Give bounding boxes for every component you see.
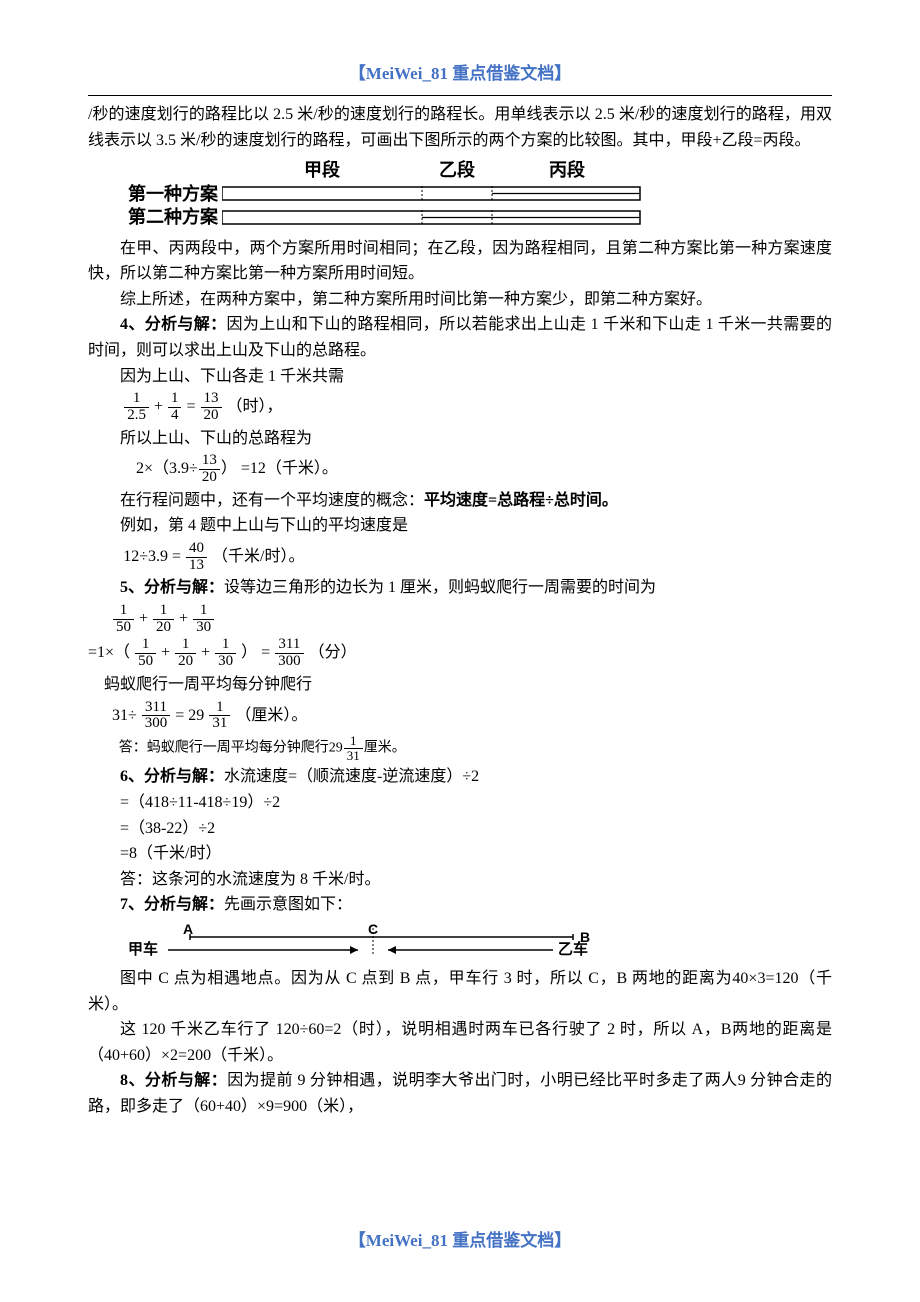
q7: 7、分析与解：先画示意图如下： [88,892,832,918]
q6: 6、分析与解：水流速度=（顺流速度-逆流速度）÷2 [88,764,832,790]
segment-labels: 甲段 乙段 丙段 [222,159,642,182]
q4-label: 4、分析与解： [120,316,226,333]
q7-p1: 图中 C 点为相遇地点。因为从 C 点到 B 点，甲车行 3 时，所以 C，B … [88,966,832,1017]
q6-label: 6、分析与解： [120,768,224,785]
q6-l2: =（38-22）÷2 [88,816,832,842]
header-rule [88,95,832,96]
q4-line1: 因为上山、下山各走 1 千米共需 [88,364,832,390]
q4-math1: 12.5 + 14 = 1320 （时）， [88,391,832,424]
q6-l3: =8（千米/时） [88,841,832,867]
q5-math2: =1×（ 150 + 120 + 130 ） = 311300 （分） [88,637,832,670]
header-watermark: 【MeiWei_81 重点借鉴文档】 [88,60,832,87]
q4-math3: 12÷3.9 = 4013 （千米/时）。 [88,541,832,574]
segment-diagram: 第一种方案 甲段 乙段 丙段 第一种方案 第二种方案 [128,159,832,229]
point-a: A [183,922,193,937]
q5-math3: 31÷ 311300 = 29 131 （厘米）。 [88,700,832,733]
scheme1-label: 第一种方案 [128,183,222,206]
car1-label: 甲车 [128,940,158,958]
q5-label: 5、分析与解： [120,579,224,596]
paragraph-intro: /秒的速度划行的路程比以 2.5 米/秒的速度划行的路程长。用单线表示以 2.5… [88,102,832,153]
q5-math1: 150 + 120 + 130 [88,603,832,636]
q6-l1: =（418÷11-418÷19）÷2 [88,790,832,816]
label-yi: 乙段 [422,159,492,182]
q5-line2: 蚂蚁爬行一周平均每分钟爬行 [88,672,832,698]
footer-watermark: 【MeiWei_81 重点借鉴文档】 [0,1227,920,1254]
q7-label: 7、分析与解： [120,896,224,913]
paragraph-2: 在甲、丙两段中，两个方案所用时间相同；在乙段，因为路程相同，且第二种方案比第一种… [88,236,832,287]
q8: 8、分析与解：因为提前 9 分钟相遇，说明李大爷出门时，小明已经比平时多走了两人… [88,1068,832,1119]
q7-p2: 这 120 千米乙车行了 120÷60=2（时），说明相遇时两车已各行驶了 2 … [88,1017,832,1068]
q4: 4、分析与解：因为上山和下山的路程相同，所以若能求出上山走 1 千米和下山走 1… [88,312,832,363]
q4-line3: 在行程问题中，还有一个平均速度的概念：平均速度=总路程÷总时间。 [88,488,832,514]
line-diagram: A C B 甲车 乙车 [128,922,832,962]
scheme2-label: 第二种方案 [128,206,222,229]
scheme2-bar [222,210,642,226]
q5-answer: 答：蚂蚁爬行一周平均每分钟爬行29131厘米。 [88,734,832,762]
q7-text: 先画示意图如下： [224,896,352,913]
q6-text: 水流速度=（顺流速度-逆流速度）÷2 [224,768,479,785]
q6-answer: 答：这条河的水流速度为 8 千米/时。 [88,867,832,893]
q4-line2: 所以上山、下山的总路程为 [88,426,832,452]
label-bing: 丙段 [492,159,642,182]
paragraph-3: 综上所述，在两种方案中，第二种方案所用时间比第一种方案少，即第二种方案好。 [88,287,832,313]
label-jia: 甲段 [222,159,422,182]
q5: 5、分析与解：设等边三角形的边长为 1 厘米，则蚂蚁爬行一周需要的时间为 [88,575,832,601]
q5-text: 设等边三角形的边长为 1 厘米，则蚂蚁爬行一周需要的时间为 [224,579,656,596]
q4-line4: 例如，第 4 题中上山与下山的平均速度是 [88,513,832,539]
scheme1-bar [222,186,642,202]
car2-label: 乙车 [558,940,588,958]
q4-math2: 2×（3.9÷1320） =12（千米）。 [88,453,832,486]
page: 【MeiWei_81 重点借鉴文档】 /秒的速度划行的路程比以 2.5 米/秒的… [0,0,920,1302]
q8-label: 8、分析与解： [120,1072,227,1089]
